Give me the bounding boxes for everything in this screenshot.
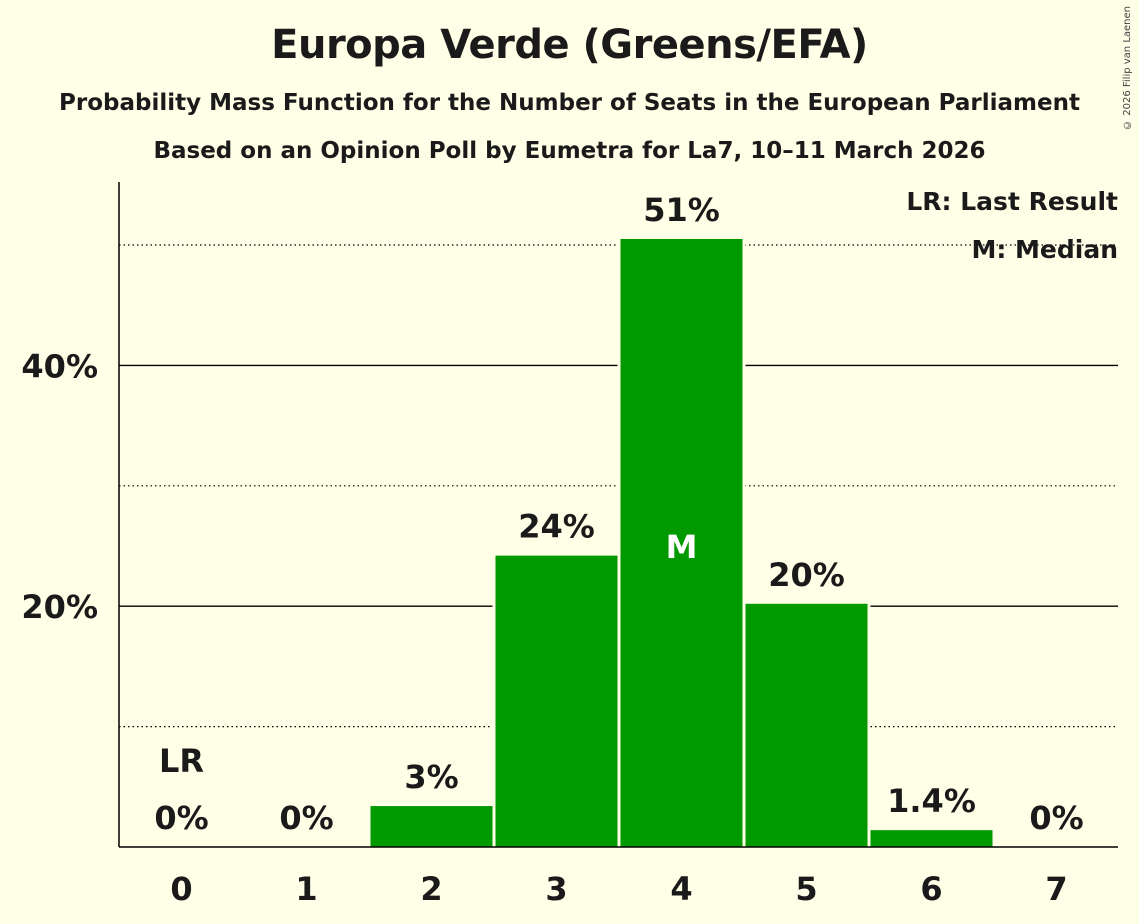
x-tick-label: 6 <box>920 870 942 908</box>
x-tick-label: 3 <box>545 870 567 908</box>
x-tick-label: 7 <box>1045 870 1067 908</box>
x-tick-label: 1 <box>295 870 317 908</box>
legend-last-result: LR: Last Result <box>906 187 1118 216</box>
chart-source-subtitle: Based on an Opinion Poll by Eumetra for … <box>153 138 986 164</box>
bar-6 <box>870 830 993 847</box>
value-label-1: 0% <box>279 799 333 837</box>
value-label-6: 1.4% <box>887 782 976 820</box>
y-tick-label: 20% <box>21 588 98 626</box>
median-marker: M <box>666 528 698 566</box>
x-tick-label: 2 <box>420 870 442 908</box>
x-tick-label: 5 <box>795 870 817 908</box>
y-tick-label: 40% <box>21 347 98 385</box>
legend-median: M: Median <box>971 235 1118 264</box>
value-label-0: 0% <box>154 799 208 837</box>
x-tick-label: 4 <box>670 870 692 908</box>
value-label-3: 24% <box>518 508 595 546</box>
chart-title: Europa Verde (Greens/EFA) <box>271 22 868 68</box>
value-label-2: 3% <box>404 758 458 796</box>
bar-5 <box>745 603 868 847</box>
chart-subtitle: Probability Mass Function for the Number… <box>59 90 1080 116</box>
bar-3 <box>495 555 618 847</box>
bar-4 <box>620 238 743 848</box>
last-result-marker: LR <box>159 742 204 780</box>
value-label-4: 51% <box>643 191 720 229</box>
bar-2 <box>370 806 493 847</box>
value-label-5: 20% <box>768 556 845 594</box>
x-tick-label: 0 <box>170 870 192 908</box>
value-label-7: 0% <box>1029 799 1083 837</box>
